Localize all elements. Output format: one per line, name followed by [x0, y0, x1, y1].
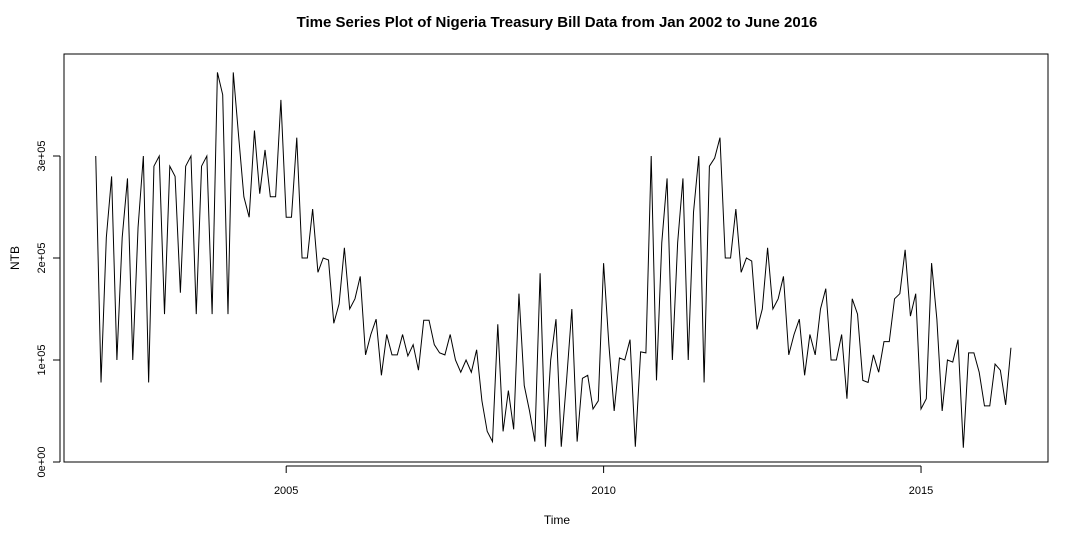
y-tick-label: 1e+05 [36, 345, 48, 376]
plot-frame [63, 53, 1049, 463]
x-axis-label: Time [544, 513, 571, 527]
y-axis-label: NTB [8, 246, 22, 270]
chart-title: Time Series Plot of Nigeria Treasury Bil… [297, 14, 818, 31]
x-tick-label: 2010 [591, 485, 615, 497]
series-line [95, 72, 1012, 448]
x-tick-label: 2015 [909, 485, 933, 497]
x-axis: 2005 2010 2015 [274, 465, 933, 497]
y-axis: 0e+00 1e+05 2e+05 3e+05 [36, 141, 61, 478]
y-tick-label: 2e+05 [36, 243, 48, 274]
series-layer [95, 72, 1012, 448]
y-tick-label: 3e+05 [36, 141, 48, 172]
x-tick-label: 2005 [274, 485, 298, 497]
y-tick-label: 0e+00 [36, 447, 48, 478]
